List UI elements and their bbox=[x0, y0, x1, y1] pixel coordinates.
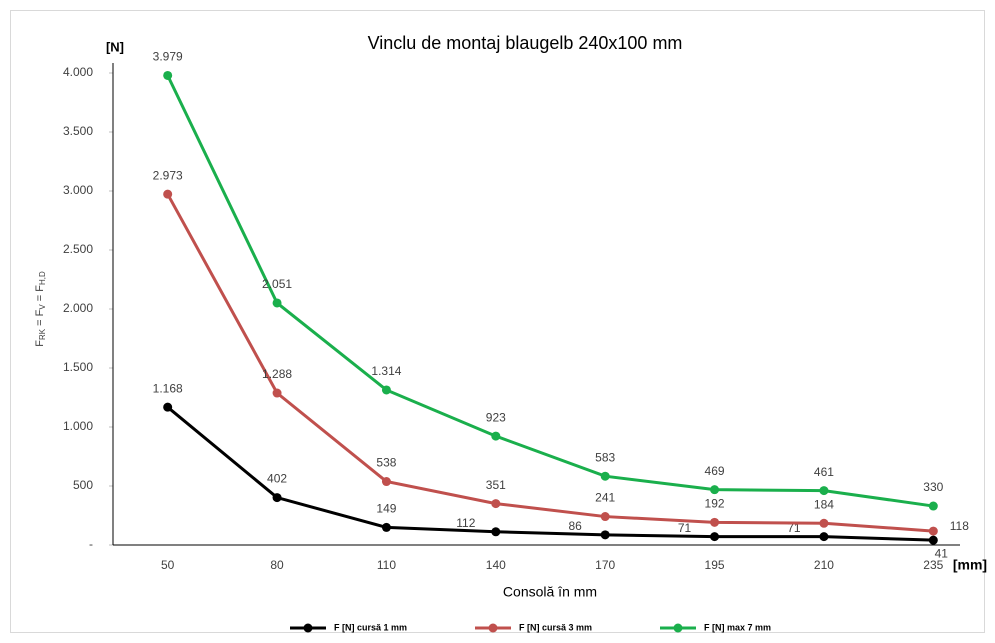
data-point bbox=[381, 477, 391, 487]
data-label: 538 bbox=[376, 456, 396, 470]
legend-label: F [N] max 7 mm bbox=[704, 622, 771, 632]
data-point bbox=[600, 471, 610, 481]
data-point bbox=[491, 431, 501, 441]
x-tick-label: 195 bbox=[705, 558, 725, 572]
y-tick-label: 1.000 bbox=[63, 419, 93, 433]
data-label: 3.979 bbox=[153, 50, 183, 64]
series-line bbox=[166, 74, 934, 508]
x-tick-label: 50 bbox=[161, 558, 175, 572]
data-point bbox=[928, 535, 938, 545]
data-label: 2.973 bbox=[153, 168, 183, 182]
y-tick-label: 3.500 bbox=[63, 124, 93, 138]
data-label: 118 bbox=[950, 519, 969, 533]
data-label: 923 bbox=[486, 410, 506, 424]
data-point bbox=[272, 388, 282, 398]
y-tick-label: 1.500 bbox=[63, 360, 93, 374]
data-point bbox=[381, 522, 391, 532]
data-point bbox=[272, 298, 282, 308]
data-label: 241 bbox=[595, 491, 615, 505]
legend-label: F [N] cursă 3 mm bbox=[519, 622, 592, 632]
x-unit: [mm] bbox=[953, 557, 987, 573]
data-label: 351 bbox=[486, 478, 506, 492]
data-label: 330 bbox=[923, 480, 943, 494]
chart-title: Vinclu de montaj blaugelb 240x100 mm bbox=[368, 33, 683, 53]
data-point bbox=[819, 518, 829, 528]
series-line bbox=[166, 193, 934, 533]
data-point bbox=[381, 385, 391, 395]
x-tick-label: 170 bbox=[595, 558, 615, 572]
data-point bbox=[710, 532, 720, 542]
legend-marker bbox=[488, 623, 498, 633]
data-point bbox=[163, 70, 173, 80]
y-tick-label: 500 bbox=[73, 478, 93, 492]
data-label: 112 bbox=[456, 516, 475, 530]
x-axis-title: Consolă în mm bbox=[503, 584, 597, 600]
data-point bbox=[600, 512, 610, 522]
x-tick-label: 140 bbox=[486, 558, 506, 572]
data-label: 71 bbox=[678, 521, 692, 535]
data-point bbox=[710, 485, 720, 495]
y-tick-label: - bbox=[89, 537, 93, 551]
data-label: 192 bbox=[705, 497, 725, 511]
x-tick-label: 110 bbox=[377, 558, 396, 572]
data-label: 583 bbox=[595, 450, 615, 464]
chart-frame bbox=[10, 10, 985, 633]
y-axis-title: FRK = FV = FH,D bbox=[34, 271, 47, 347]
data-point bbox=[819, 532, 829, 542]
data-point bbox=[163, 402, 173, 412]
data-point bbox=[928, 526, 938, 536]
data-label: 86 bbox=[569, 519, 583, 533]
x-tick-label: 210 bbox=[814, 558, 834, 572]
data-point bbox=[491, 499, 501, 509]
data-point bbox=[819, 486, 829, 496]
data-label: 469 bbox=[705, 464, 725, 478]
legend-marker bbox=[303, 623, 313, 633]
data-point bbox=[272, 493, 282, 503]
data-point bbox=[600, 530, 610, 540]
data-point bbox=[163, 189, 173, 199]
data-label: 1.314 bbox=[371, 364, 401, 378]
data-label: 1.168 bbox=[153, 381, 183, 395]
legend-marker bbox=[673, 623, 683, 633]
data-label: 2.051 bbox=[262, 277, 292, 291]
data-point bbox=[928, 501, 938, 511]
data-label: 149 bbox=[376, 502, 396, 516]
data-label: 1.288 bbox=[262, 367, 292, 381]
data-label: 402 bbox=[267, 472, 287, 486]
y-tick-label: 2.500 bbox=[63, 242, 93, 256]
y-tick-label: 4.000 bbox=[63, 65, 93, 79]
data-label: 41 bbox=[935, 546, 949, 560]
y-tick-label: 2.000 bbox=[63, 301, 93, 315]
data-point bbox=[491, 527, 501, 537]
data-label: 461 bbox=[814, 465, 834, 479]
x-tick-label: 235 bbox=[923, 558, 943, 572]
y-tick-label: 3.000 bbox=[63, 183, 93, 197]
series-line bbox=[166, 406, 934, 542]
x-tick-label: 80 bbox=[270, 558, 284, 572]
data-label: 184 bbox=[814, 497, 834, 511]
y-unit: [N] bbox=[106, 39, 124, 54]
data-point bbox=[710, 517, 720, 527]
legend-label: F [N] cursă 1 mm bbox=[334, 622, 407, 632]
